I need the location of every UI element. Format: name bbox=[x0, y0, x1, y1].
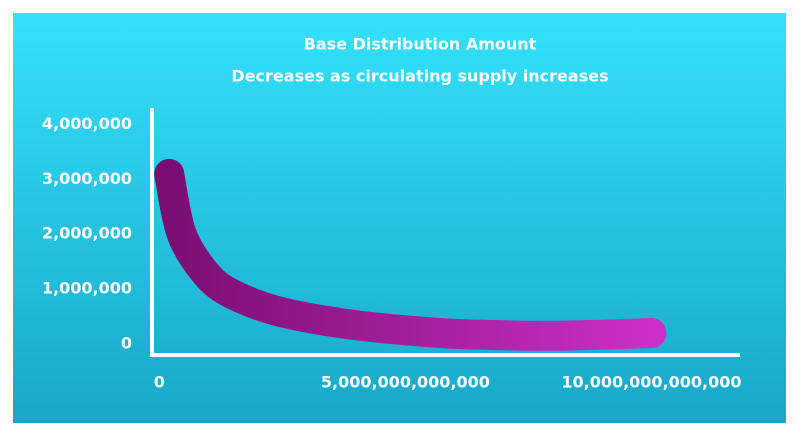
y-tick-label: 0 bbox=[121, 334, 132, 353]
y-tick-label: 3,000,000 bbox=[42, 169, 132, 188]
chart-title: Base Distribution Amount bbox=[304, 35, 537, 54]
x-tick-label: 0 bbox=[154, 373, 165, 392]
line bbox=[154, 158, 667, 351]
y-tick-label: 4,000,000 bbox=[42, 114, 132, 133]
x-tick-label: 10,000,000,000,000 bbox=[561, 373, 741, 392]
y-tick-label: 1,000,000 bbox=[42, 279, 132, 298]
chart-subtitle: Decreases as circulating supply increase… bbox=[231, 67, 608, 86]
x-tick-label: 5,000,000,000,000 bbox=[321, 373, 490, 392]
y-tick-label: 2,000,000 bbox=[42, 224, 132, 243]
